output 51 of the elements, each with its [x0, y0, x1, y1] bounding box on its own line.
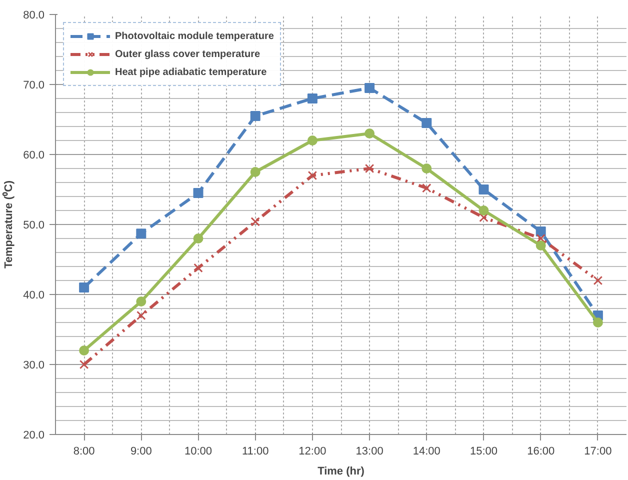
- point: [307, 136, 318, 146]
- x-tick-label: 10:00: [184, 446, 212, 458]
- point: [307, 94, 318, 104]
- point: [422, 118, 432, 128]
- point: [136, 310, 146, 320]
- y-tick-label: 80.0: [23, 10, 45, 22]
- point: [536, 234, 546, 244]
- point: [536, 226, 546, 236]
- y-tick-label: 60.0: [23, 150, 45, 162]
- point: [364, 128, 375, 138]
- point: [478, 184, 489, 194]
- y-axis-title: Temperature (⁰C): [2, 180, 16, 269]
- point: [364, 164, 374, 174]
- point: [364, 83, 375, 93]
- point: [536, 240, 546, 250]
- point: [79, 360, 89, 370]
- point: [194, 263, 203, 273]
- y-tick-label: 40.0: [23, 290, 45, 302]
- y-tick-label: 30.0: [23, 360, 45, 372]
- x-tick-label: 15:00: [470, 446, 498, 458]
- point: [250, 111, 260, 121]
- y-tick-label: 70.0: [23, 80, 45, 92]
- legend-label: Photovoltaic module temperature: [115, 30, 274, 43]
- point: [422, 183, 432, 193]
- point: [592, 318, 603, 328]
- x-tick-label: 13:00: [356, 446, 384, 458]
- x-axis-title: Time (hr): [318, 466, 365, 478]
- x-tick-label: 9:00: [130, 446, 152, 458]
- point: [593, 276, 603, 286]
- y-tick-label: 20.0: [23, 430, 45, 442]
- x-tick-label: 11:00: [242, 446, 269, 458]
- x-tick-label: 14:00: [412, 446, 440, 458]
- point: [478, 206, 489, 216]
- point: [136, 228, 146, 239]
- legend-label: Heat pipe adiabatic temperature: [115, 66, 267, 79]
- point: [79, 346, 90, 356]
- x-tick-label: 12:00: [298, 446, 326, 458]
- point: [136, 296, 146, 306]
- point: [79, 282, 90, 292]
- x-tick-label: 8:00: [73, 446, 95, 458]
- point: [250, 167, 260, 177]
- point: [479, 212, 488, 222]
- point: [308, 170, 318, 180]
- x-tick-label: 17:00: [584, 446, 612, 458]
- point: [193, 188, 204, 198]
- legend-label: Outer glass cover temperature: [115, 48, 260, 61]
- y-tick-label: 50.0: [23, 220, 45, 232]
- point: [193, 234, 204, 244]
- point: [250, 217, 260, 226]
- x-tick-label: 16:00: [527, 446, 555, 458]
- point: [422, 164, 432, 174]
